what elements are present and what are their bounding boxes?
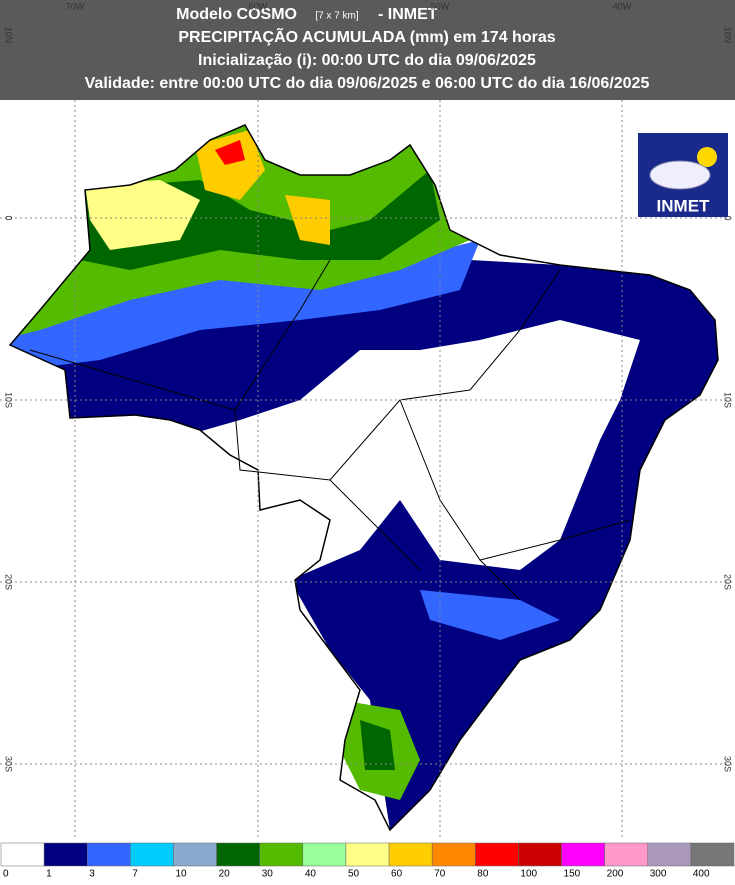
legend-swatch <box>518 842 562 867</box>
legend-label: 200 <box>607 869 624 880</box>
legend-swatch <box>0 842 45 867</box>
init-time: Inicialização (i): 00:00 UTC do dia 09/0… <box>198 52 536 69</box>
longitude-label: 70W <box>66 1 85 11</box>
precip-field <box>10 125 718 830</box>
latitude-label: 30S <box>4 756 14 772</box>
legend-label: 3 <box>89 869 95 880</box>
legend-swatch <box>647 842 692 867</box>
longitude-label: 40W <box>613 1 632 11</box>
legend-label: 50 <box>348 869 360 880</box>
country-border <box>8 124 719 832</box>
color-legend: 0 1 3 7 10 20 30 40 50 60 70 80 100 150 200 300 400 <box>0 842 735 880</box>
legend-label: 100 <box>520 869 537 880</box>
legend-swatch <box>431 842 476 867</box>
legend-label: 70 <box>434 869 446 880</box>
header-band <box>0 0 735 100</box>
latitude-label: 10S <box>723 392 733 408</box>
legend-swatch <box>561 842 605 867</box>
latitude-label: 30S <box>723 756 733 772</box>
latitude-label: 0 <box>723 215 733 220</box>
legend-label: 20 <box>219 869 231 880</box>
logo: INMET <box>638 133 728 217</box>
legend-swatch <box>259 842 304 867</box>
legend-swatch <box>388 842 433 867</box>
legend-swatch <box>43 842 88 867</box>
legend-label: 150 <box>564 869 581 880</box>
legend-label: 80 <box>477 869 489 880</box>
latitude-label: 0 <box>4 215 14 220</box>
legend-label: 1 <box>46 869 52 880</box>
legend-label: 0 <box>3 869 9 880</box>
latitude-label: 10N <box>4 27 14 44</box>
latitude-label: 10S <box>4 392 14 408</box>
graticule: 70W 60W 50W 40W 10N 10N 0 0 10S 10S 20S 20S 30S 30S <box>0 1 735 840</box>
legend-swatch <box>130 842 174 867</box>
latitude-label: 10N <box>723 27 733 44</box>
legend-label: 60 <box>391 869 403 880</box>
legend-label: 10 <box>175 869 187 880</box>
legend-label: 40 <box>305 869 317 880</box>
legend-label: 7 <box>132 869 138 880</box>
legend-swatch <box>216 842 260 867</box>
legend-swatch <box>690 842 735 867</box>
subtitle: PRECIPITAÇÃO ACUMULADA (mm) em 174 horas <box>178 26 555 46</box>
resolution: [7 x 7 km] <box>315 11 359 22</box>
legend-swatch <box>302 842 347 867</box>
legend-swatch <box>604 842 649 867</box>
legend-label: 400 <box>693 869 710 880</box>
legend-swatch <box>475 842 519 867</box>
legend-label: 300 <box>650 869 667 880</box>
legend-swatch <box>345 842 390 867</box>
logo-text: INMET <box>657 196 711 215</box>
longitude-label: 60W <box>249 1 268 11</box>
title-suffix: - INMET <box>378 6 438 23</box>
legend-label: 30 <box>262 869 274 880</box>
latitude-label: 20S <box>723 574 733 590</box>
validity: Validade: entre 00:00 UTC do dia 09/06/2… <box>85 75 650 92</box>
legend-swatch <box>173 842 217 867</box>
state-borders <box>29 259 631 601</box>
longitude-label: 50W <box>431 1 450 11</box>
legend-swatch <box>86 842 131 867</box>
latitude-label: 20S <box>4 574 14 590</box>
title: Modelo COSMO <box>176 6 297 23</box>
